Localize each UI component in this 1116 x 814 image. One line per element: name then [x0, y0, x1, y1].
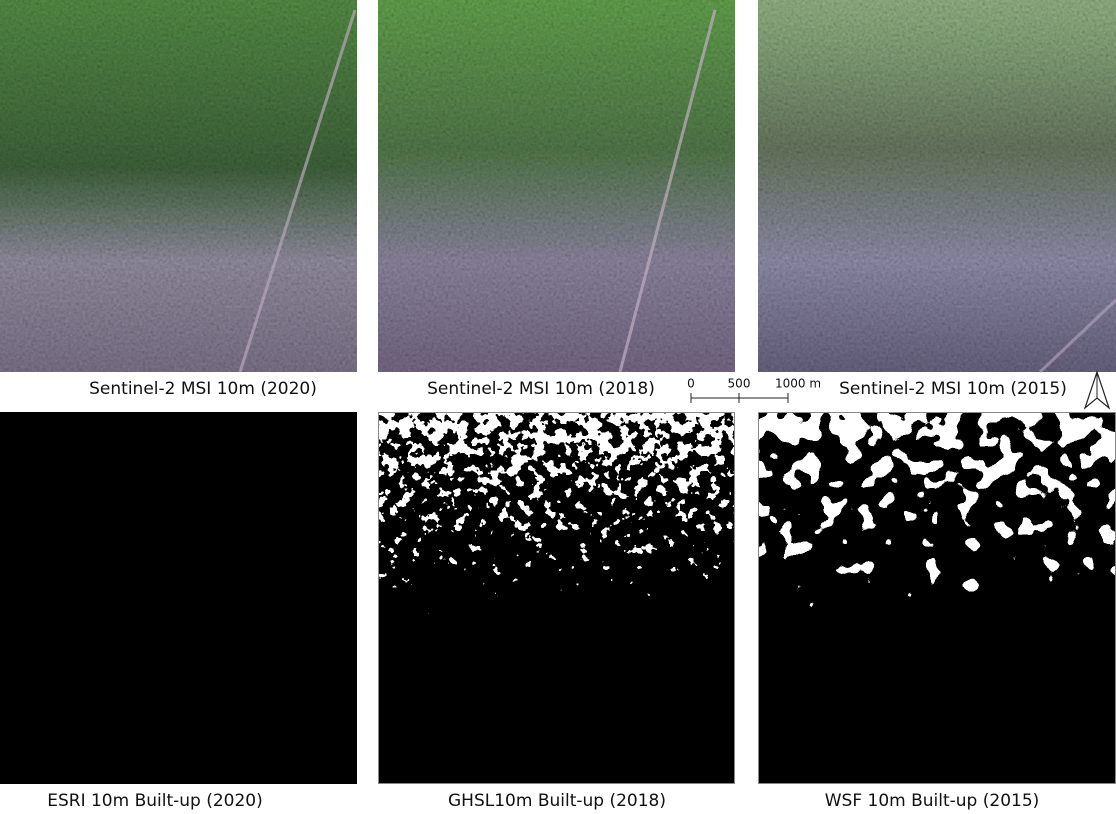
scale-label: 500	[728, 377, 751, 391]
scale-bar: 0 500 1000 m	[687, 377, 821, 403]
wsf-mask	[758, 412, 1116, 784]
caption: Sentinel-2 MSI 10m (2015)	[839, 379, 1067, 399]
scale-label: 1000 m	[775, 377, 821, 391]
caption: Sentinel-2 MSI 10m (2020)	[89, 379, 317, 399]
ghsl-mask	[378, 412, 735, 784]
satellite-2015	[758, 0, 1116, 374]
north-arrow	[1083, 370, 1111, 410]
satellite-2020	[0, 0, 357, 373]
caption: GHSL10m Built-up (2018)	[448, 791, 666, 811]
scale-label: 0	[687, 377, 695, 391]
satellite-2018	[378, 0, 735, 373]
caption: WSF 10m Built-up (2015)	[825, 791, 1040, 811]
caption: Sentinel-2 MSI 10m (2018)	[427, 379, 655, 399]
caption: ESRI 10m Built-up (2020)	[47, 791, 263, 811]
esri-mask	[0, 412, 357, 784]
